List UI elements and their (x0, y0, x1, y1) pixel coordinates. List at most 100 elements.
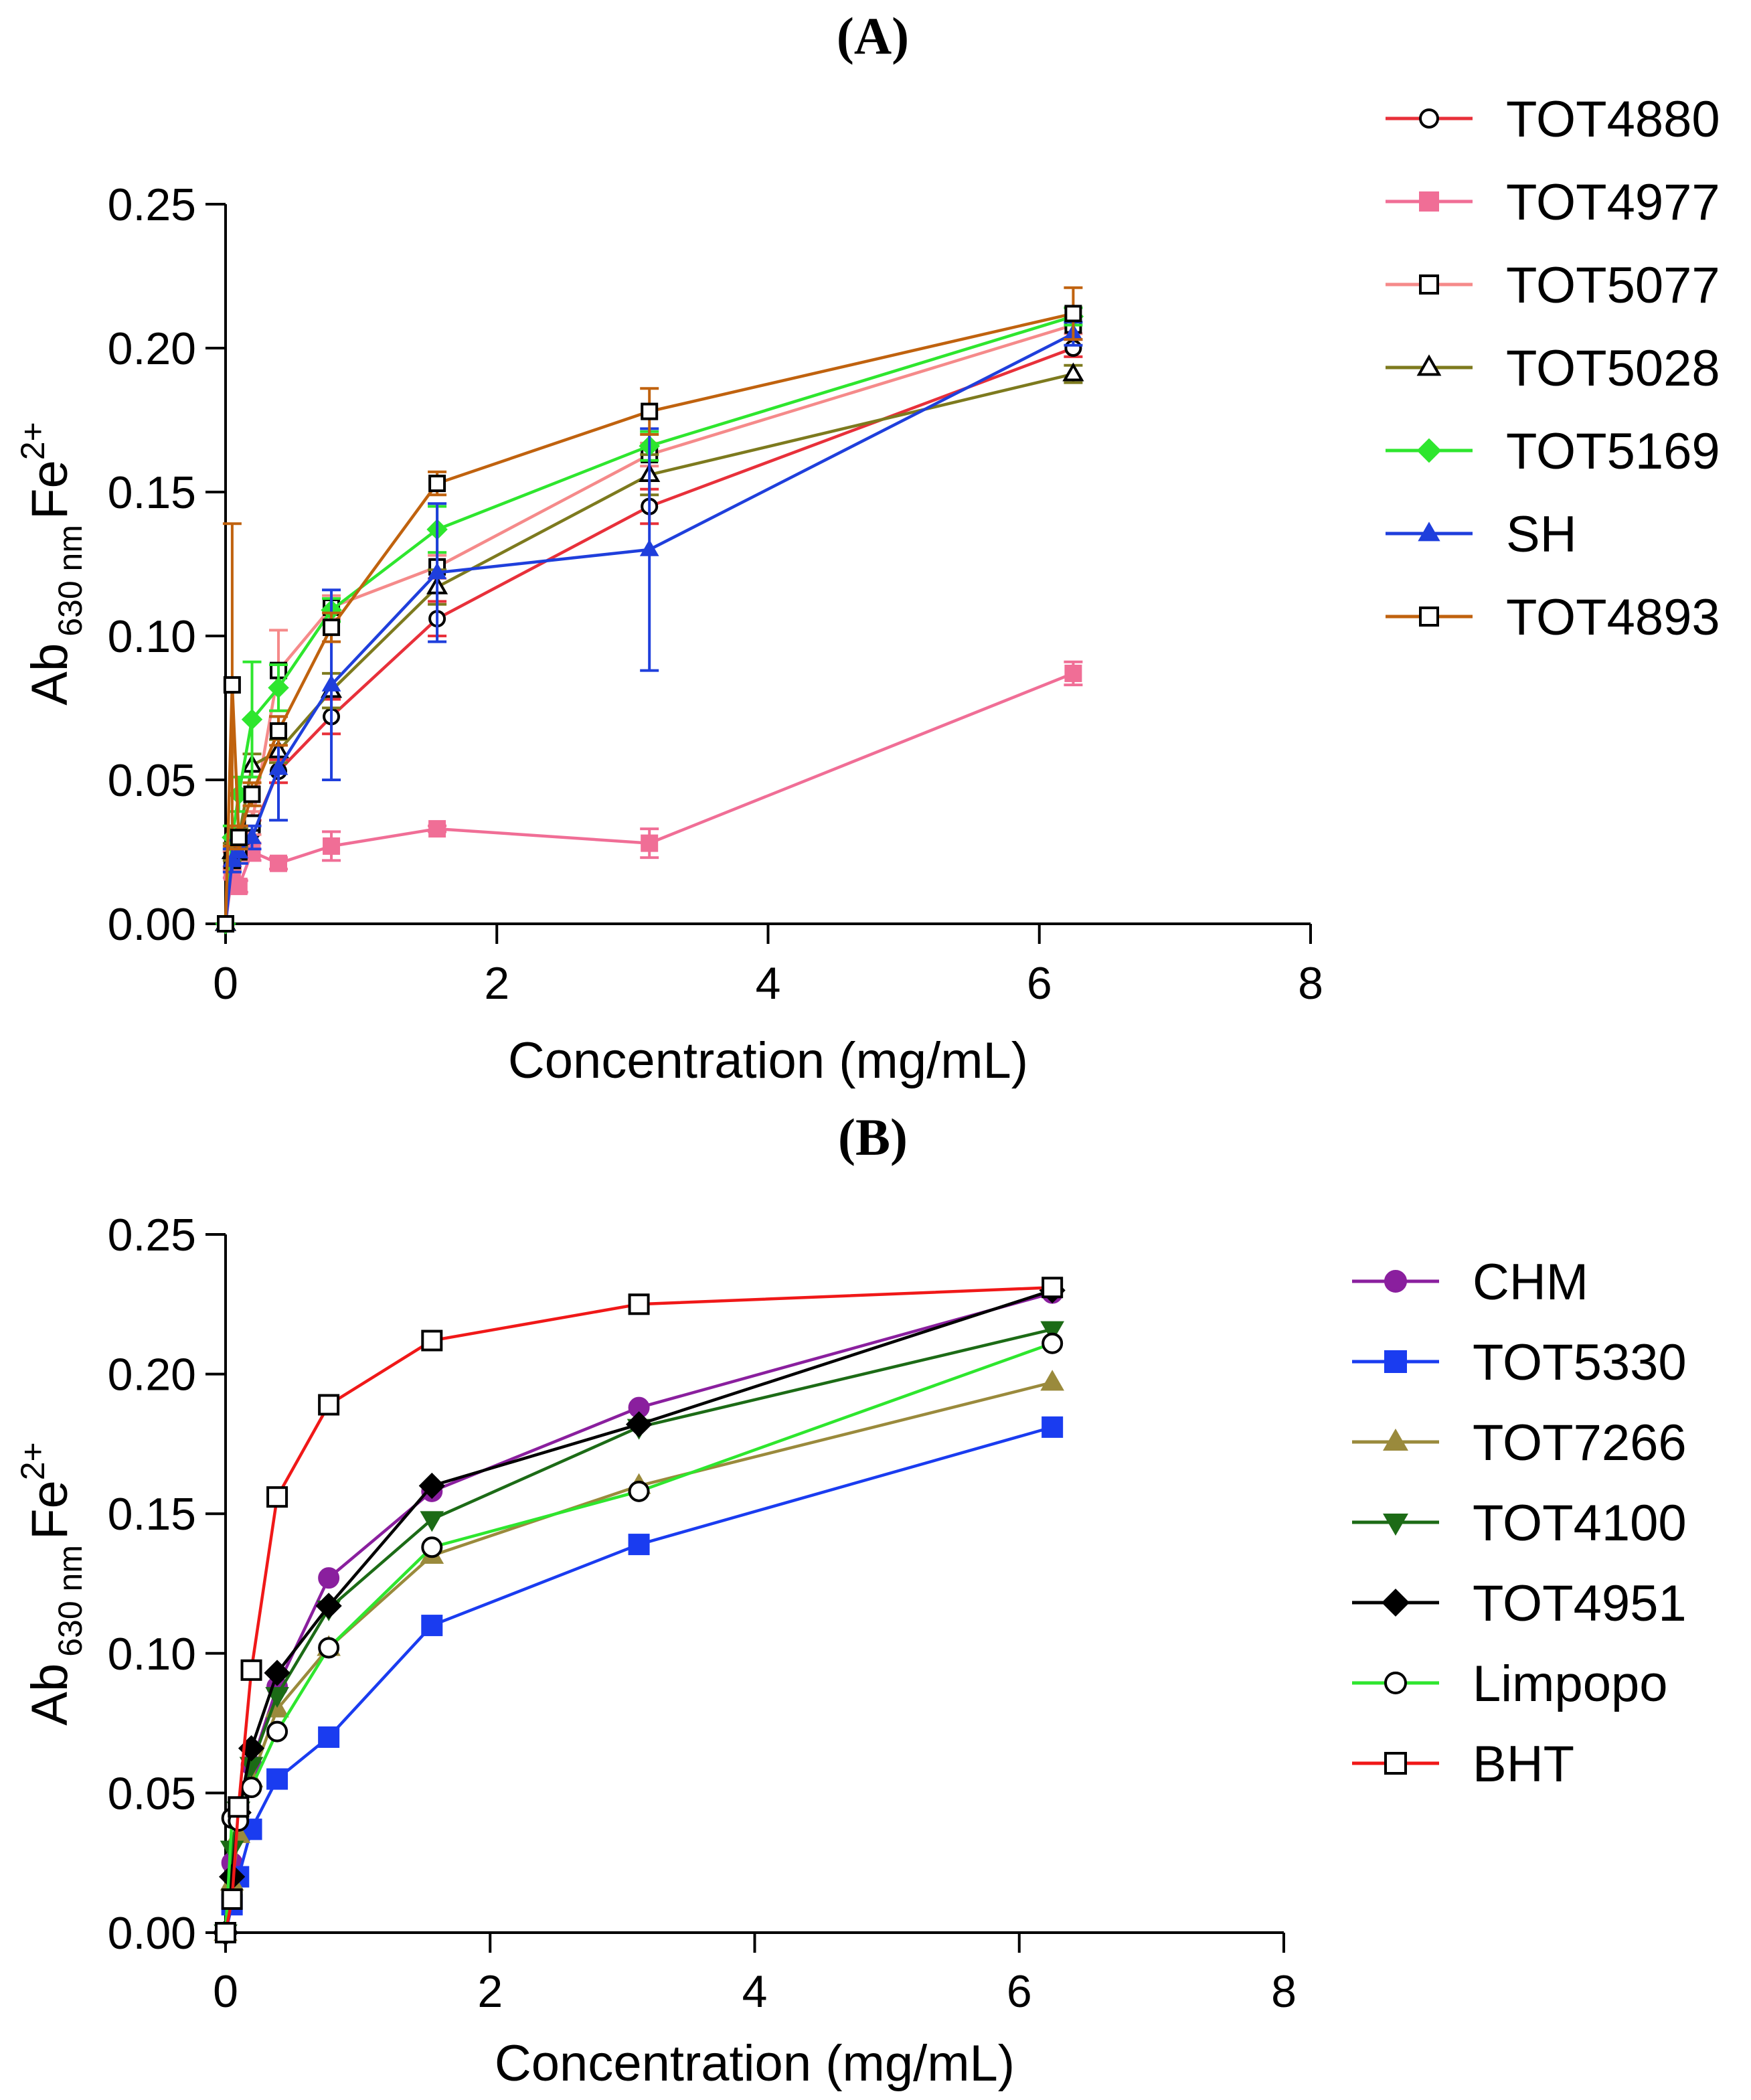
panel-b-point-tot5330 (421, 1615, 443, 1637)
panel-b-x-tick-label: 0 (213, 1966, 238, 2017)
panel-a-point-tot4893 (270, 722, 288, 740)
panel-b-point-tot5330 (318, 1726, 340, 1748)
panel-b-line-tot7266 (224, 1380, 1053, 1933)
panel-b-legend-item-chm: CHM (1352, 1254, 1588, 1311)
panel-b-point-tot4951 (625, 1411, 653, 1438)
panel-b-point-tot4951 (315, 1593, 342, 1619)
panel-b-series-chm (215, 1282, 1064, 1943)
panel-b-legend-marker-tot7266 (1383, 1428, 1408, 1451)
panel-b-y-tick-label: 0.25 (108, 1210, 196, 1261)
panel-a-y-label-chem: Fe (21, 460, 78, 519)
panel-b-y-tick-label: 0.10 (108, 1629, 196, 1680)
panel-a-legend-item-tot4880: TOT4880 (1386, 91, 1720, 148)
panel-b-point-tot7266 (1040, 1370, 1064, 1391)
panel-b-legend-marker-tot4100 (1383, 1514, 1408, 1536)
panel-b-point-bht (221, 1888, 243, 1910)
panel-a-point-tot5169 (268, 677, 289, 699)
panel-a-point-tot4977 (323, 837, 341, 855)
panel-a-point-sh (242, 827, 262, 844)
panel-a-legend-item-tot4977: TOT4977 (1386, 174, 1720, 231)
panel-b-point-limpopo (266, 1720, 288, 1743)
panel-a-point-tot4893 (323, 619, 341, 637)
panel-b-legend-marker-tot4951 (1382, 1589, 1410, 1617)
panel-a-x-tick-label: 2 (484, 958, 509, 1009)
panel-a-point-sh (427, 562, 447, 580)
panel-a-x-label: Concentration (mg/mL) (508, 1032, 1028, 1089)
panel-a-line-tot4977 (224, 671, 1074, 924)
panel-b-point-tot5330 (628, 1534, 650, 1556)
panel-b-point-limpopo (1041, 1332, 1064, 1354)
panel-a-legend-label-tot4880: TOT4880 (1506, 91, 1720, 148)
panel-b-legend-marker-chm (1384, 1270, 1407, 1293)
panel-b-point-tot4951 (418, 1472, 445, 1500)
panel-b-point-tot5330 (1041, 1416, 1064, 1438)
panel-a-y-tick-label: 0.00 (108, 899, 196, 950)
panel-a-x-tick-label: 4 (756, 958, 781, 1009)
panel-b-legend-label-tot4951: TOT4951 (1473, 1575, 1687, 1632)
panel-b-x-label: Concentration (mg/mL) (495, 2035, 1015, 2092)
panel-b-legend-marker-bht (1384, 1752, 1407, 1775)
panel-a-chart: (A) 0 2 4 6 8 0.00 0.05 0.10 0.15 0.20 0.25 Concentr… (14, 7, 1720, 1089)
panel-b-point-chm (318, 1567, 340, 1589)
panel-b-legend-label-tot4100: TOT4100 (1473, 1495, 1687, 1552)
panel-a-legend-label-tot4893: TOT4893 (1506, 589, 1720, 646)
panel-a-y-label-base: Ab (21, 643, 78, 706)
panel-b-title: (B) (838, 1108, 908, 1166)
panel-b-y-tick-label: 0.00 (108, 1908, 196, 1959)
panel-a-y-tick-label: 0.15 (108, 467, 196, 518)
panel-a-y-label: Ab 630 nm Fe2+ (14, 422, 89, 705)
panel-b-point-bht (228, 1796, 250, 1818)
panel-a-legend-marker-tot4893 (1419, 607, 1439, 627)
panel-a-legend-item-tot5077: TOT5077 (1386, 257, 1720, 314)
panel-b-point-limpopo (240, 1777, 262, 1799)
panel-b-y-tick-label: 0.05 (108, 1768, 196, 1819)
panel-a-legend-label-tot5028: TOT5028 (1506, 340, 1720, 397)
panel-b-point-bht (266, 1486, 288, 1508)
panel-b-point-bht (628, 1293, 650, 1315)
panel-b-y-label-sup: 2+ (14, 1442, 52, 1480)
panel-b-legend-label-tot5330: TOT5330 (1473, 1334, 1687, 1391)
panel-a-legend-label-tot4977: TOT4977 (1506, 174, 1720, 231)
panel-a-point-tot4977 (641, 834, 659, 852)
panel-b-x-tick-label: 6 (1007, 1966, 1032, 2017)
panel-b-legend-item-bht: BHT (1352, 1736, 1574, 1793)
panel-b-series-tot7266 (214, 1370, 1064, 1941)
panel-a-point-tot5028 (1062, 362, 1084, 382)
panel-a-legend-item-sh: SH (1386, 506, 1577, 563)
panel-b-point-tot5330 (266, 1768, 288, 1790)
panel-a-point-tot4977 (428, 820, 446, 838)
panel-b-point-limpopo (318, 1637, 340, 1659)
panel-b-legend-marker-tot5330 (1384, 1350, 1407, 1373)
panel-a-point-tot4893 (243, 785, 261, 803)
panel-b-y-label: Ab 630 nm Fe2+ (14, 1442, 89, 1725)
panel-a-point-sh (229, 841, 249, 859)
panel-a-legend-item-tot5028: TOT5028 (1386, 340, 1720, 397)
panel-a-point-tot5169 (241, 708, 263, 730)
panel-a-point-tot4893 (1064, 305, 1082, 323)
panel-a-point-tot4893 (641, 402, 659, 420)
panel-b-point-bht (240, 1659, 262, 1681)
panel-b-series-tot4951 (212, 1277, 1066, 1946)
panel-b-legend-item-tot5330: TOT5330 (1352, 1334, 1687, 1391)
panel-b-legend-label-chm: CHM (1473, 1254, 1588, 1311)
panel-a-x-tick-label: 0 (213, 958, 238, 1009)
panel-b-line-tot5330 (224, 1425, 1053, 1933)
panel-a-x-tick-label: 8 (1298, 958, 1323, 1009)
panel-b-x-tick-label: 8 (1271, 1966, 1297, 2017)
panel-b-point-tot4100 (1040, 1321, 1064, 1342)
panel-b-point-bht (215, 1922, 236, 1943)
panel-a-point-tot4893 (217, 915, 234, 933)
panel-b-legend-item-limpopo: Limpopo (1352, 1655, 1668, 1712)
panel-b-legend-label-limpopo: Limpopo (1473, 1655, 1668, 1712)
panel-b-point-limpopo (421, 1536, 443, 1558)
panel-b-series-bht (215, 1277, 1064, 1943)
panel-a-legend-marker-tot5169 (1416, 438, 1442, 463)
panel-a-point-tot4893 (230, 829, 248, 846)
panel-b-chart: (B) 0 2 4 6 8 0.00 0.05 0.10 0.15 0.20 0.25 Concentr… (14, 1108, 1687, 2092)
panel-b-x-tick-label: 4 (742, 1966, 768, 2017)
panel-b-legend-item-tot4951: TOT4951 (1352, 1575, 1687, 1632)
panel-a-legend-label-sh: SH (1506, 506, 1577, 563)
panel-a-y-tick-label: 0.05 (108, 755, 196, 806)
panel-a-y-tick-label: 0.25 (108, 179, 196, 230)
